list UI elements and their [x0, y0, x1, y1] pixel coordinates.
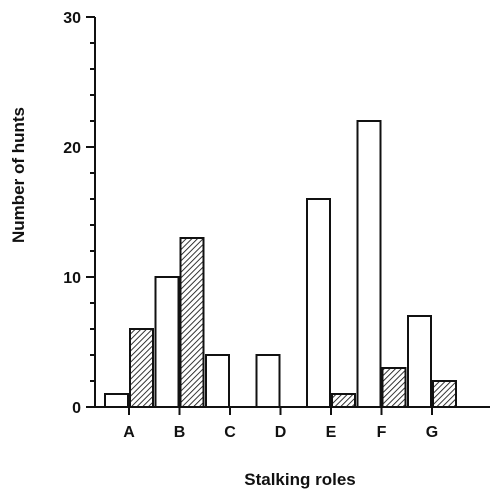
bar-F-open	[356, 120, 382, 408]
bar-A-open	[104, 393, 129, 408]
x-axis-label: Stalking roles	[244, 470, 355, 489]
bar-A-hatched	[129, 328, 154, 408]
bar-B-hatched	[179, 237, 205, 408]
y-tick-label: 30	[63, 10, 81, 27]
bar-C-open	[205, 354, 230, 408]
y-axis-label: Number of hunts	[9, 107, 28, 243]
bar-G-open	[407, 315, 432, 408]
x-tick-label: C	[224, 424, 236, 441]
x-axis-ticks: A B C D E F G	[123, 407, 438, 441]
bar-B-open	[154, 276, 180, 408]
bar-F-hatched	[381, 367, 407, 408]
x-tick-label: A	[123, 424, 135, 441]
y-axis-ticks: 0 10 20 30	[63, 10, 95, 417]
x-tick-label: G	[426, 424, 438, 441]
x-tick-label: B	[174, 424, 186, 441]
y-tick-label: 0	[72, 400, 81, 417]
bar-E-hatched	[331, 393, 356, 408]
bar-G-hatched	[432, 380, 457, 408]
y-tick-label: 10	[63, 270, 81, 287]
bar-D-open	[255, 354, 281, 408]
y-tick-label: 20	[63, 140, 81, 157]
x-tick-label: D	[275, 424, 287, 441]
x-tick-label: E	[326, 424, 337, 441]
bar-E-open	[306, 198, 331, 408]
x-tick-label: F	[377, 424, 387, 441]
bars-group	[104, 120, 457, 408]
